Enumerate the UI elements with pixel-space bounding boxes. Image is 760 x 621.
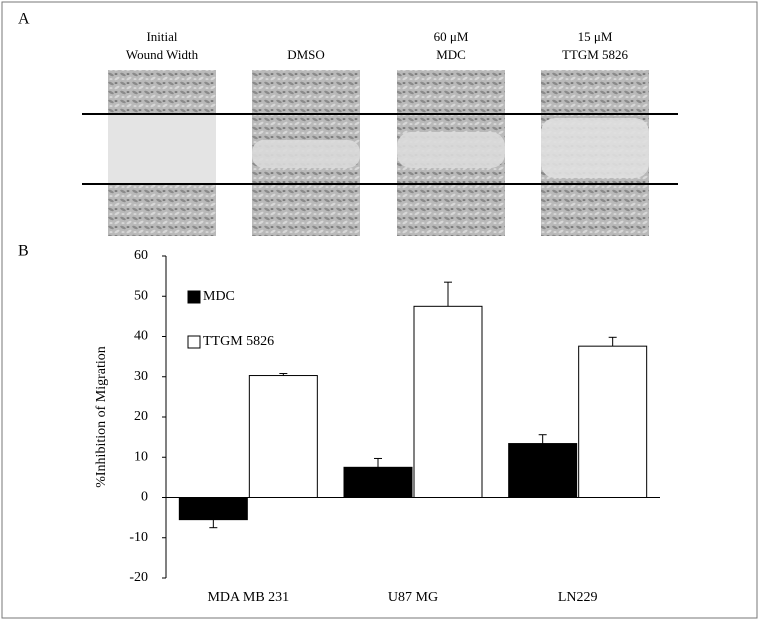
bar [508,443,578,499]
panel-label: A [18,11,30,28]
y-tick-label: 30 [134,369,148,384]
image-label: MDC [436,47,466,62]
micrographs [82,70,678,236]
legend-swatch [187,335,201,349]
image-label: Initial [146,29,177,44]
legend-label: TTGM 5826 [203,334,274,349]
y-tick-label: 20 [134,409,148,424]
y-tick-label: -20 [129,570,148,585]
bar [343,466,413,498]
image-label: DMSO [287,47,325,62]
y-tick-label: 60 [134,248,148,263]
y-tick-label: -10 [129,530,148,545]
legend-label: MDC [203,289,235,304]
x-tick-label: MDA MB 231 [207,590,289,605]
image-label: 15 μM [578,29,613,44]
y-tick-label: 0 [141,490,148,505]
x-tick-label: U87 MG [388,590,438,605]
y-tick-label: 50 [134,288,148,303]
y-tick-label: 40 [134,329,148,344]
panel-label: B [18,243,29,260]
bar [178,497,248,521]
y-tick-label: 10 [134,449,148,464]
bar [248,375,318,499]
image-label: TTGM 5826 [562,47,629,62]
y-axis-label: %Inhibition of Migration [94,346,109,488]
x-tick-label: LN229 [558,590,598,605]
bar [413,305,483,498]
legend-swatch [187,290,201,304]
image-label: Wound Width [126,47,199,62]
bar [578,345,648,498]
image-label: 60 μM [434,29,469,44]
